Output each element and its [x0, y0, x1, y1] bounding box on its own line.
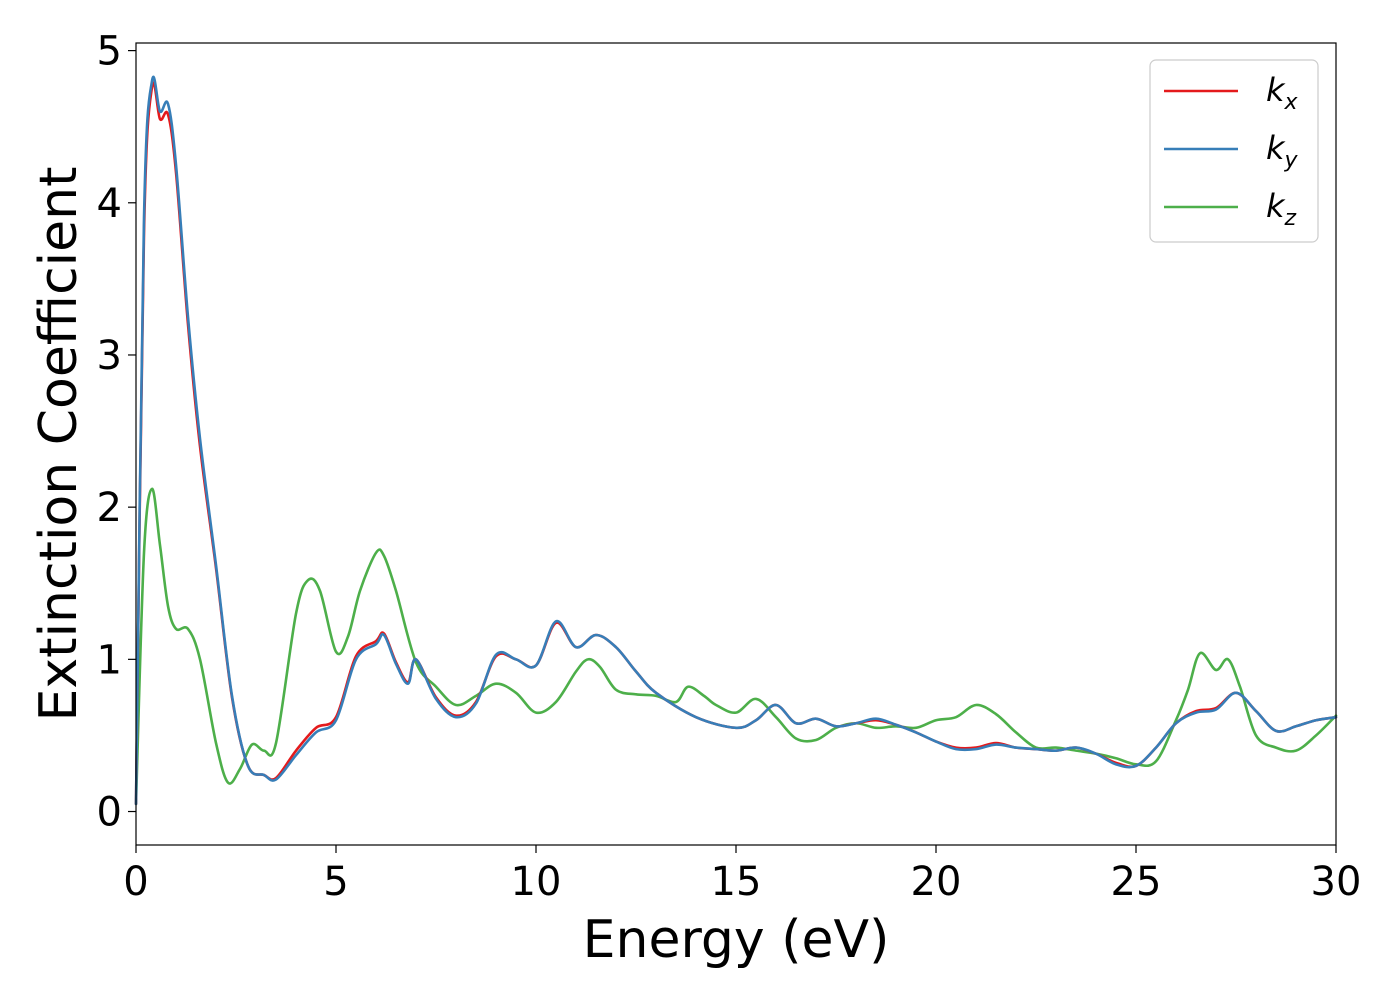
x-tick-label: 15	[711, 859, 762, 905]
series-line-kz	[134, 487, 1338, 806]
legend-label-subscript: z	[1284, 206, 1297, 231]
x-tick-label: 10	[511, 859, 562, 905]
x-tick-label: 20	[911, 859, 962, 905]
y-tick-label: 2	[97, 485, 122, 531]
legend-label-symbol: k	[1266, 129, 1286, 167]
series-line-ky	[134, 75, 1338, 806]
y-tick-label: 1	[97, 637, 122, 683]
y-tick-label: 0	[97, 790, 122, 836]
legend-label-subscript: x	[1284, 90, 1299, 115]
legend-label-kx: kx	[1266, 71, 1299, 115]
legend-frame	[1149, 59, 1319, 243]
legend-label-kz: kz	[1266, 187, 1297, 231]
series-layer	[134, 75, 1338, 806]
x-axis-label: Energy (eV)	[583, 910, 890, 970]
y-axis-ticks: 0 1 2 3 4 5	[97, 29, 136, 836]
x-tick-label: 25	[1111, 859, 1162, 905]
legend-label-ky: ky	[1266, 129, 1299, 173]
y-tick-label: 4	[97, 181, 122, 227]
legend-label-symbol: k	[1266, 187, 1286, 225]
x-tick-label: 0	[123, 859, 148, 905]
x-tick-label: 5	[323, 859, 348, 905]
y-tick-label: 3	[97, 333, 122, 379]
x-axis-ticks: 0 5 10 15 20 25 30	[123, 845, 1361, 905]
y-axis-label: Extinction Coefficient	[29, 167, 89, 722]
legend-label-symbol: k	[1266, 71, 1286, 109]
y-tick-label: 5	[97, 29, 122, 75]
legend-label-subscript: y	[1284, 148, 1299, 173]
x-tick-label: 30	[1311, 859, 1362, 905]
